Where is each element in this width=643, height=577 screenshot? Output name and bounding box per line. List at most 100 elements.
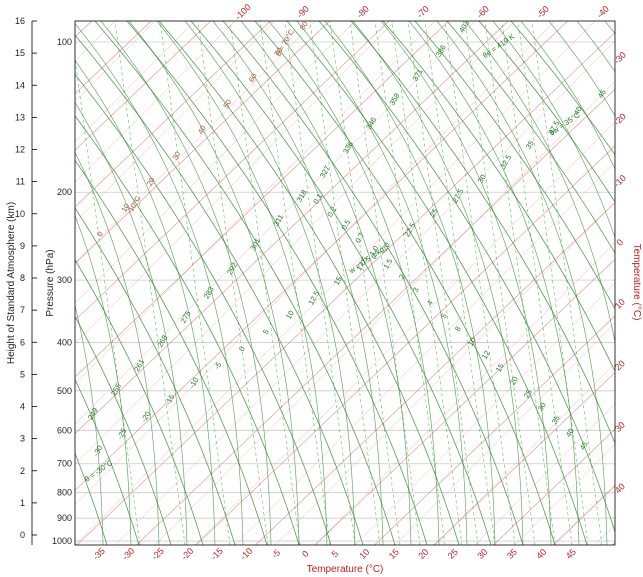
mixing-ratio-line bbox=[159, 21, 231, 545]
right-temperature-tick-label: -30 bbox=[612, 50, 628, 66]
moist-adiabat-label: 25 bbox=[428, 207, 440, 219]
dry-adiabat-line bbox=[478, 21, 615, 203]
dry-adiabat-label: 336 bbox=[341, 140, 355, 155]
top-temperature-tick-label: -60 bbox=[475, 4, 491, 20]
pressure-tick-label: 300 bbox=[57, 275, 72, 285]
isotherm-line bbox=[255, 202, 615, 545]
isotherm-line bbox=[394, 322, 615, 545]
moist-adiabat-lines bbox=[75, 21, 615, 545]
top-temperature-tick-label: -70 bbox=[415, 4, 431, 20]
height-tick-label: 0 bbox=[20, 530, 25, 540]
isotherm-line bbox=[552, 485, 615, 545]
isotherm-line bbox=[75, 21, 396, 344]
moist-adiabat-line bbox=[100, 21, 272, 545]
right-axis-title: Temperature (°C) bbox=[631, 244, 642, 321]
dry-adiabat-line bbox=[75, 315, 172, 545]
isotherm-line bbox=[234, 161, 615, 545]
brown-line-label: 40 bbox=[196, 124, 208, 136]
moist-adiabat-line bbox=[492, 21, 615, 239]
isotherm-line bbox=[374, 315, 615, 545]
dry-adiabat-line bbox=[222, 21, 524, 545]
height-tick-label: 6 bbox=[20, 337, 25, 347]
isotherm-line bbox=[195, 145, 615, 545]
mixing-ratio-line bbox=[464, 21, 536, 545]
top-temperature-tick-label: -50 bbox=[535, 4, 551, 20]
moist-adiabat-line bbox=[324, 21, 496, 545]
mixing-ratio-line bbox=[444, 21, 516, 545]
mixing-ratio-line bbox=[391, 21, 463, 545]
moist-adiabat-line bbox=[184, 21, 356, 545]
mixing-ratio-line bbox=[329, 21, 401, 545]
temperature-tick-label: -15 bbox=[209, 546, 225, 562]
plot-border bbox=[74, 20, 616, 546]
mixing-ratio-label: 20 bbox=[508, 375, 520, 387]
moist-adiabat-line bbox=[75, 151, 160, 545]
height-tick-label: 15 bbox=[15, 48, 25, 58]
dry-adiabat-line bbox=[190, 21, 492, 545]
isotherm-line bbox=[75, 21, 196, 143]
isotherm-line bbox=[433, 372, 615, 545]
brown-line-label: 50 bbox=[221, 98, 233, 110]
mixing-ratio-line bbox=[114, 21, 186, 545]
moist-adiabat-line bbox=[156, 21, 328, 545]
isobar-gridlines bbox=[75, 41, 615, 542]
isotherm-line bbox=[75, 21, 436, 385]
height-tick-label: 7 bbox=[20, 305, 25, 315]
brown-line-label: 20 bbox=[145, 176, 157, 188]
dry-adiabat-line bbox=[75, 73, 332, 545]
temperature-tick-label: -5 bbox=[270, 548, 283, 561]
height-tick-label: 13 bbox=[15, 112, 25, 122]
isotherm-line bbox=[194, 121, 615, 545]
moist-adiabat-line bbox=[75, 23, 244, 545]
mixing-ratio-annotation: w = 0.5 g/kg bbox=[347, 245, 386, 276]
brown-line-annotation: θ = 70°C bbox=[274, 27, 297, 58]
mixing-ratio-label: 25 bbox=[522, 388, 534, 400]
mixing-ratio-label: 2 bbox=[397, 273, 407, 281]
isotherm-line bbox=[75, 21, 568, 491]
moist-adiabat-label: 32.5 bbox=[498, 153, 513, 170]
isotherm-line bbox=[136, 88, 615, 545]
mixing-ratio-label: 15 bbox=[494, 362, 506, 374]
isotherm-line bbox=[75, 21, 476, 425]
moist-adiabat-line bbox=[268, 21, 440, 545]
isotherm-line bbox=[434, 363, 615, 545]
moist-adiabat-label: -10 bbox=[187, 376, 200, 390]
temperature-tick-label: 45 bbox=[564, 547, 578, 561]
temperature-tick-label: 30 bbox=[475, 547, 489, 561]
mixing-ratio-line bbox=[531, 21, 603, 545]
moist-adiabat-label: 27.5 bbox=[450, 187, 465, 204]
moist-adiabat-label: 22.5 bbox=[402, 221, 417, 238]
temperature-tick-label: 0 bbox=[300, 549, 311, 560]
pressure-axis-title: Pressure (hPa) bbox=[45, 249, 56, 316]
moist-adiabat-label: 0 bbox=[237, 345, 247, 353]
mixing-ratio-line bbox=[517, 21, 589, 545]
moist-adiabat-line bbox=[240, 21, 412, 545]
moist-adiabat-label: 5 bbox=[261, 328, 271, 336]
right-temperature-tick-label: -20 bbox=[612, 111, 628, 127]
pressure-tick-label: 900 bbox=[57, 513, 72, 523]
moist-adiabat-line bbox=[408, 21, 580, 545]
moist-adiabat-label: 12.5 bbox=[306, 289, 321, 306]
mixing-ratio-line bbox=[424, 21, 496, 545]
brown-line-label: 10 bbox=[119, 202, 131, 214]
mixing-ratio-label: 10 bbox=[466, 336, 478, 348]
dry-adiabat-line bbox=[414, 21, 615, 310]
pressure-tick-label: 1000 bbox=[52, 536, 72, 546]
mixing-ratio-label: 30 bbox=[536, 401, 548, 413]
dry-adiabat-label: 327 bbox=[318, 164, 332, 179]
moist-adiabat-label: 35 bbox=[524, 139, 536, 151]
line-labels: 2492552612682752832923013113183273363463… bbox=[83, 19, 608, 484]
mixing-ratio-label: 0.7 bbox=[353, 231, 366, 245]
moist-adiabat-line bbox=[296, 21, 468, 545]
dry-adiabat-line bbox=[350, 21, 615, 445]
height-tick-label: 14 bbox=[15, 80, 25, 90]
dry-adiabat-label: 311 bbox=[272, 213, 286, 228]
isotherm-line bbox=[75, 21, 276, 223]
moist-adiabat-line bbox=[75, 101, 188, 545]
moist-adiabat-label: 10 bbox=[284, 309, 296, 321]
height-tick-label: 16 bbox=[15, 16, 25, 26]
temperature-tick-label: -25 bbox=[150, 546, 166, 562]
mixing-ratio-label: 45 bbox=[578, 440, 590, 452]
dry-adiabat-line bbox=[75, 378, 140, 545]
